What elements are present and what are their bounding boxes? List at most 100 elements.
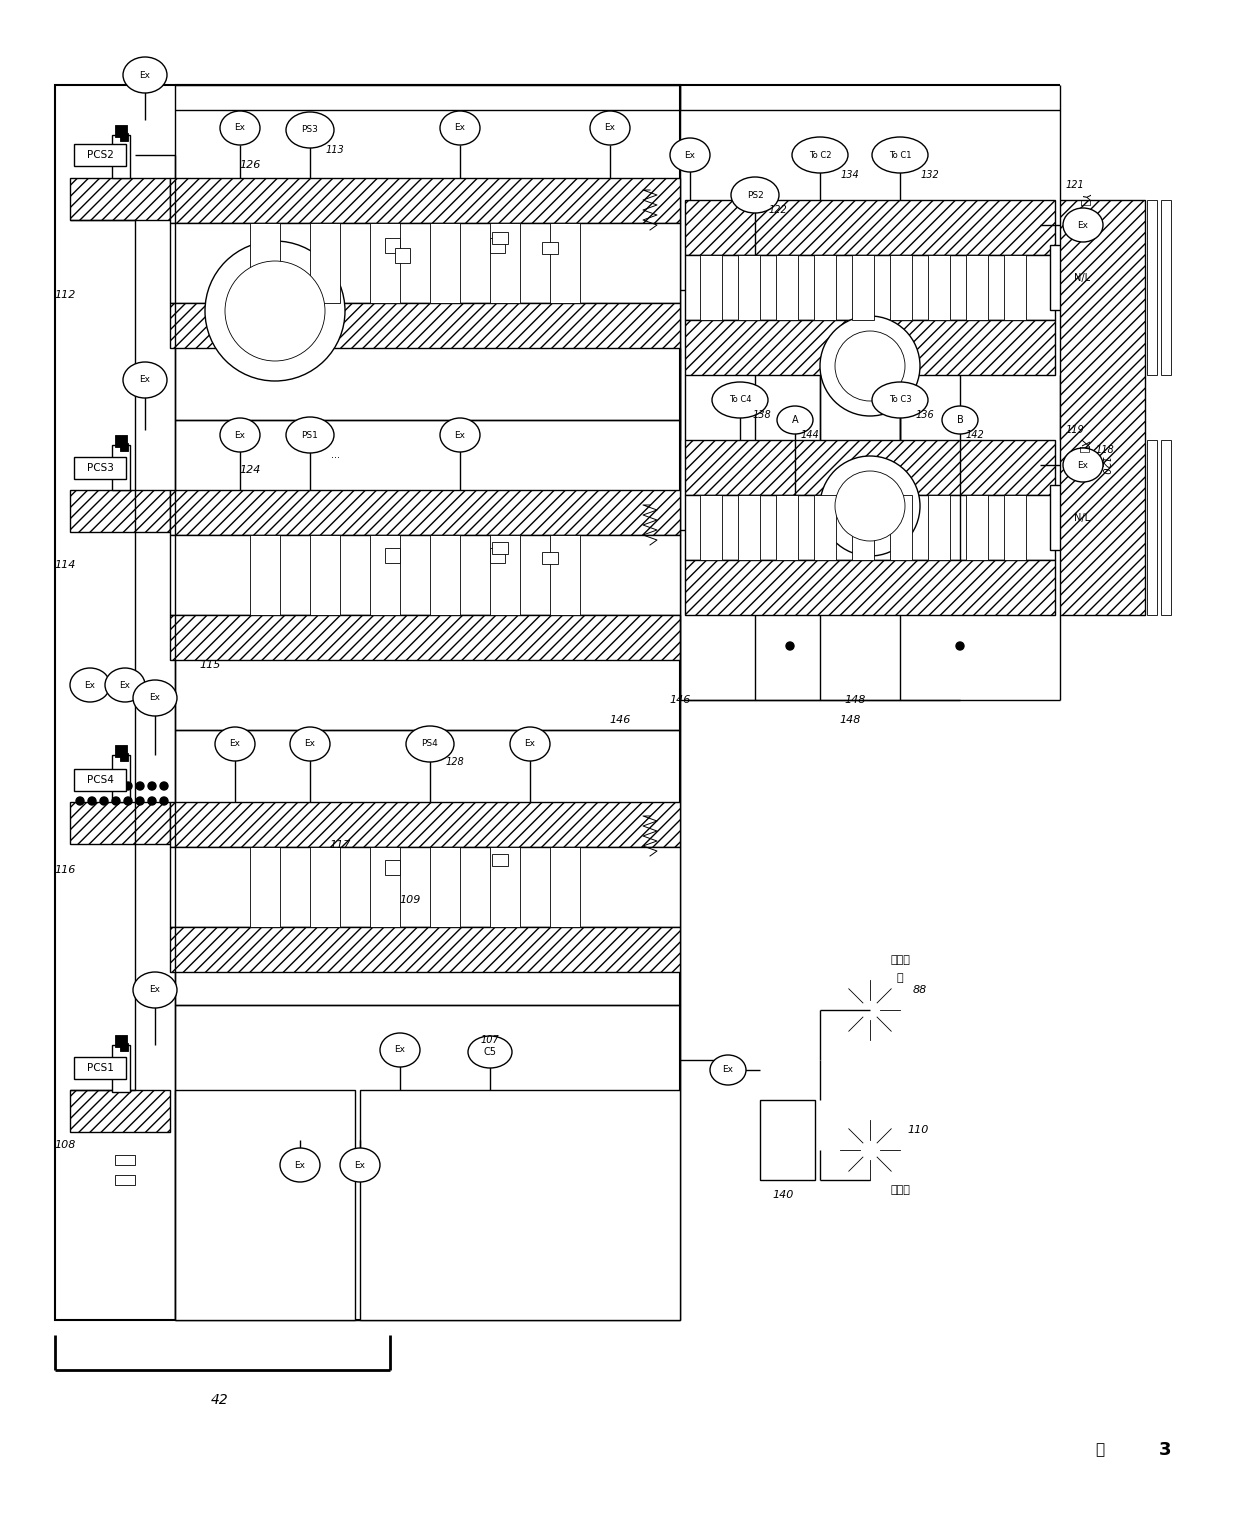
Bar bbox=[490, 238, 505, 253]
Bar bbox=[112, 135, 130, 177]
Text: 132: 132 bbox=[920, 170, 940, 180]
Circle shape bbox=[76, 782, 84, 790]
Text: C5: C5 bbox=[484, 1048, 496, 1057]
Bar bbox=[492, 232, 508, 244]
Text: 120: 120 bbox=[1100, 456, 1110, 475]
Bar bbox=[684, 496, 1055, 559]
Text: Ex: Ex bbox=[1078, 461, 1089, 470]
Bar bbox=[74, 769, 126, 791]
Bar bbox=[170, 926, 680, 972]
Circle shape bbox=[76, 797, 84, 805]
Bar bbox=[1105, 200, 1115, 374]
Bar bbox=[684, 255, 1055, 320]
Bar bbox=[120, 753, 128, 761]
Text: ...: ... bbox=[331, 450, 340, 459]
Text: B: B bbox=[956, 415, 963, 424]
Bar bbox=[701, 496, 722, 559]
Text: 122: 122 bbox=[769, 205, 787, 215]
Bar bbox=[551, 535, 580, 615]
Bar bbox=[492, 854, 508, 866]
Text: 140: 140 bbox=[773, 1190, 794, 1201]
Ellipse shape bbox=[105, 669, 145, 702]
Bar bbox=[370, 535, 401, 615]
Text: 113: 113 bbox=[326, 146, 345, 155]
Bar bbox=[115, 1155, 135, 1164]
Circle shape bbox=[112, 782, 120, 790]
Text: 发动机: 发动机 bbox=[890, 955, 910, 966]
Ellipse shape bbox=[732, 177, 779, 214]
Text: 121: 121 bbox=[1065, 180, 1084, 190]
Bar bbox=[1118, 440, 1128, 615]
Bar bbox=[74, 456, 126, 479]
Text: Ex: Ex bbox=[723, 1066, 734, 1075]
Text: N/L: N/L bbox=[1074, 273, 1090, 283]
Bar bbox=[684, 559, 1055, 615]
Ellipse shape bbox=[1063, 208, 1104, 243]
Text: PCS3: PCS3 bbox=[87, 462, 113, 473]
Circle shape bbox=[820, 456, 920, 556]
Circle shape bbox=[124, 797, 131, 805]
Bar bbox=[490, 223, 520, 303]
Bar bbox=[760, 1101, 815, 1179]
Bar bbox=[170, 490, 680, 535]
Bar bbox=[684, 440, 1055, 496]
Text: Ex: Ex bbox=[229, 740, 241, 749]
Bar bbox=[384, 238, 401, 253]
Circle shape bbox=[160, 797, 167, 805]
Bar bbox=[684, 320, 1055, 374]
Bar bbox=[310, 223, 340, 303]
Bar bbox=[310, 535, 340, 615]
Bar bbox=[1133, 440, 1143, 615]
Ellipse shape bbox=[670, 138, 711, 171]
Bar bbox=[490, 535, 520, 615]
Bar bbox=[1004, 496, 1025, 559]
Circle shape bbox=[205, 241, 345, 381]
Bar bbox=[69, 1090, 170, 1132]
Bar bbox=[175, 1005, 680, 1320]
Bar bbox=[120, 443, 128, 450]
Circle shape bbox=[136, 797, 144, 805]
Bar bbox=[928, 496, 950, 559]
Bar bbox=[360, 1090, 680, 1320]
Bar bbox=[928, 255, 950, 320]
Ellipse shape bbox=[942, 406, 978, 434]
Circle shape bbox=[148, 782, 156, 790]
Bar bbox=[1118, 200, 1128, 374]
Text: To C3: To C3 bbox=[889, 396, 911, 405]
Bar bbox=[69, 177, 170, 220]
Text: 109: 109 bbox=[399, 894, 420, 905]
Circle shape bbox=[148, 797, 156, 805]
Text: 112: 112 bbox=[55, 290, 76, 300]
Ellipse shape bbox=[123, 58, 167, 92]
Ellipse shape bbox=[792, 136, 848, 173]
Circle shape bbox=[786, 641, 794, 650]
Circle shape bbox=[956, 641, 963, 650]
Text: Ex: Ex bbox=[355, 1161, 366, 1169]
Bar bbox=[170, 223, 680, 303]
Text: 134: 134 bbox=[841, 170, 859, 180]
Bar bbox=[74, 1057, 126, 1079]
Text: A: A bbox=[791, 415, 799, 424]
Text: 146: 146 bbox=[609, 716, 631, 725]
Bar bbox=[219, 1148, 330, 1261]
Bar bbox=[175, 420, 680, 731]
Bar bbox=[738, 496, 760, 559]
Bar bbox=[115, 744, 126, 756]
Text: Ex: Ex bbox=[150, 693, 160, 702]
Bar bbox=[170, 847, 680, 926]
Ellipse shape bbox=[405, 726, 454, 763]
Bar bbox=[1105, 440, 1115, 615]
Bar bbox=[175, 731, 680, 1005]
Text: 124: 124 bbox=[239, 465, 260, 475]
Text: To C1: To C1 bbox=[889, 150, 911, 159]
Circle shape bbox=[835, 330, 905, 402]
Bar bbox=[701, 255, 722, 320]
Bar bbox=[170, 802, 680, 847]
Ellipse shape bbox=[440, 418, 480, 452]
Bar bbox=[551, 847, 580, 926]
Circle shape bbox=[100, 782, 108, 790]
Bar bbox=[170, 177, 680, 223]
Bar bbox=[384, 547, 401, 562]
Text: 142: 142 bbox=[966, 431, 985, 440]
Bar bbox=[551, 223, 580, 303]
